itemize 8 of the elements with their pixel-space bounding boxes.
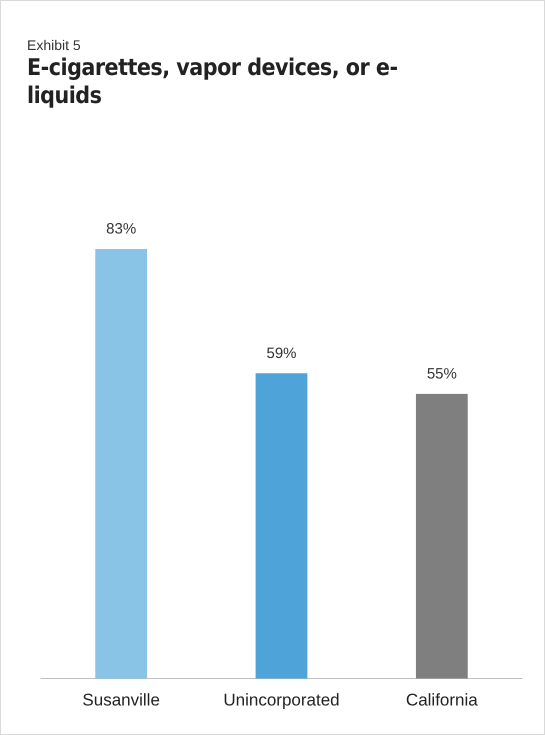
data-label: 83% bbox=[106, 220, 136, 238]
data-label: 59% bbox=[266, 344, 297, 362]
data-label: 55% bbox=[426, 366, 457, 383]
x-tick-label: California bbox=[406, 690, 478, 710]
x-tick-label: Susanville bbox=[82, 690, 160, 710]
x-tick-label: Unincorporated bbox=[223, 690, 340, 710]
chart-subtitle: Exhibit 5 bbox=[27, 37, 81, 53]
chart-title: E-cigarettes, vapor devices, or e-liquids bbox=[27, 54, 399, 110]
